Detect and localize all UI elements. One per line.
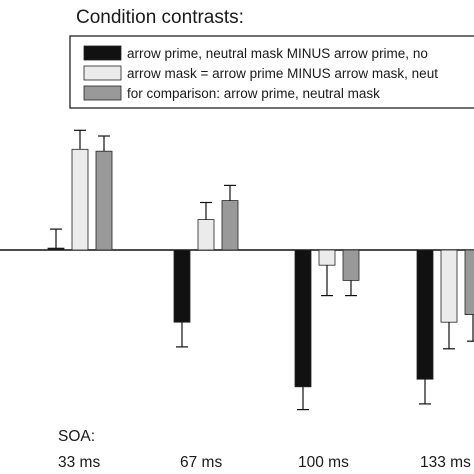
legend-swatch-series-2: [83, 65, 122, 81]
bar-series-2-33ms: [71, 148, 89, 251]
bar-series-3-33ms: [95, 150, 113, 251]
bar-series-2-67ms: [197, 219, 215, 251]
legend-label-series-2: arrow mask = arrow prime MINUS arrow mas…: [127, 66, 438, 81]
x-tick-label-100ms: 100 ms: [298, 454, 349, 471]
bar-series-1-133ms: [416, 249, 434, 380]
x-axis-prefix: SOA:: [58, 428, 95, 445]
bar-series-1-67ms: [173, 249, 191, 323]
chart-title: Condition contrasts:: [76, 7, 244, 28]
x-tick-label-133ms: 133 ms: [420, 454, 471, 471]
legend-label-series-1: arrow prime, neutral mask MINUS arrow pr…: [127, 46, 428, 61]
legend-swatch-series-1: [83, 45, 122, 61]
bars-group: [47, 129, 474, 411]
bar-series-3-133ms: [464, 249, 474, 315]
x-tick-label-67ms: 67 ms: [180, 454, 222, 471]
bar-series-3-67ms: [221, 200, 239, 251]
bar-series-1-100ms: [294, 249, 312, 388]
x-tick-label-33ms: 33 ms: [58, 454, 100, 471]
legend-swatch-series-3: [83, 85, 122, 101]
legend-label-series-3: for comparison: arrow prime, neutral mas…: [127, 86, 380, 101]
legend-box: [69, 35, 474, 109]
bar-series-2-100ms: [318, 249, 336, 266]
bar-series-2-133ms: [440, 249, 458, 323]
bar-series-1-33ms: [47, 247, 65, 251]
bar-series-3-100ms: [342, 249, 360, 281]
